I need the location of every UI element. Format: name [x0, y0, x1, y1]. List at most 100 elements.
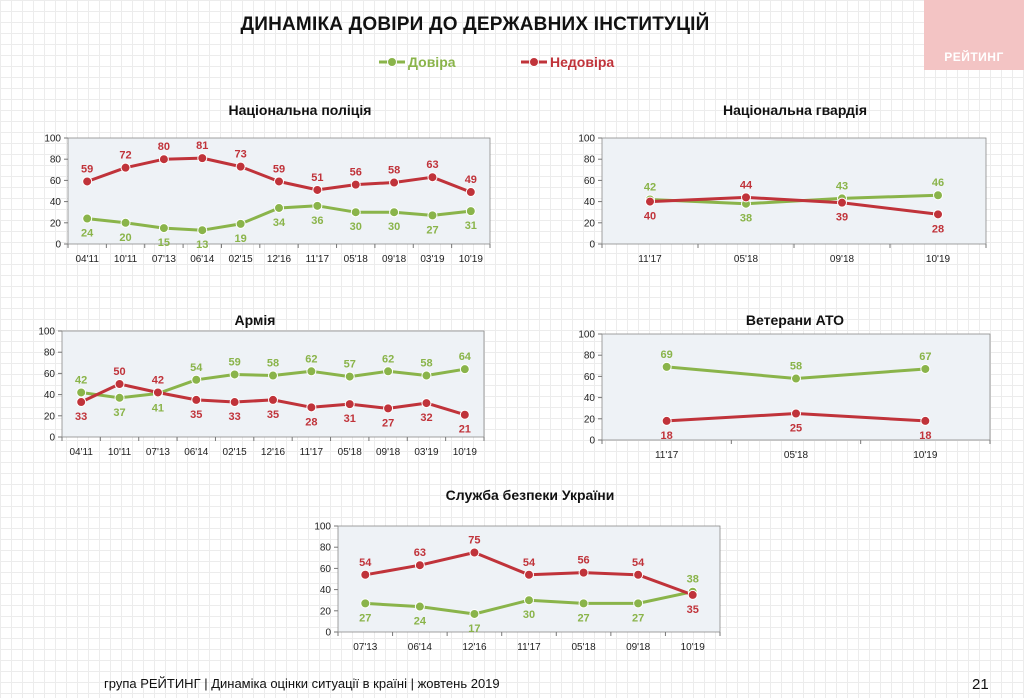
data-point: [268, 394, 278, 405]
data-point: [197, 153, 208, 164]
x-tick-label: 03'19: [414, 447, 439, 458]
y-tick-label: 0: [589, 436, 595, 447]
data-point: [152, 387, 163, 398]
x-tick-label: 11'17: [306, 254, 330, 265]
data-label: 58: [388, 165, 400, 177]
chart-ato-veterans: Ветерани АТО 0 20 40 60 80 100 11'17 05'18 10'19 6…: [578, 312, 991, 461]
data-label: 42: [644, 181, 656, 193]
data-point: [414, 601, 425, 612]
data-point: [524, 569, 534, 580]
x-tick-label: 09'18: [830, 254, 855, 265]
y-tick-label: 100: [44, 134, 61, 145]
data-point: [235, 218, 246, 229]
chart-national-police: Національна поліція 0 20 40 60 80 100 04'11 10'1…: [44, 102, 491, 265]
legend-distrust-marker-icon: [521, 57, 547, 67]
chart-title: Національна поліція: [229, 102, 372, 118]
legend-trust: Довіра: [378, 54, 456, 70]
plot-area: [67, 137, 491, 245]
y-tick-label: 0: [55, 240, 61, 251]
x-tick-label: 05'18: [734, 254, 759, 265]
data-point: [791, 373, 801, 384]
data-label: 35: [190, 409, 202, 421]
x-tick-label: 05'18: [344, 254, 369, 265]
data-label: 15: [158, 237, 170, 249]
data-point: [306, 366, 317, 377]
data-label: 58: [790, 361, 802, 373]
data-point: [312, 200, 323, 211]
brand-logo: РЕЙТИНГ: [924, 0, 1024, 70]
data-label: 21: [459, 424, 471, 436]
data-label: 27: [382, 417, 394, 429]
data-point: [274, 202, 284, 213]
data-point: [469, 547, 480, 558]
data-point: [687, 589, 698, 600]
data-point: [76, 387, 87, 398]
chart-security-service: Служба безпеки України 0 20 40 60 80 100 07'13 0…: [314, 487, 721, 653]
y-tick-label: 20: [44, 411, 56, 422]
data-point: [312, 184, 323, 195]
data-label: 80: [158, 141, 170, 153]
data-point: [469, 608, 480, 619]
y-tick-label: 60: [320, 564, 332, 575]
data-label: 18: [919, 430, 931, 442]
data-point: [235, 161, 246, 172]
series-line-distrust: [649, 195, 939, 216]
data-label: 38: [687, 574, 699, 586]
x-tick-label: 02'15: [229, 254, 254, 265]
y-tick-label: 0: [325, 628, 331, 639]
data-label: 27: [359, 612, 371, 624]
legend-distrust-label: Недовіра: [550, 54, 615, 70]
data-point: [933, 190, 943, 201]
data-point: [274, 176, 284, 187]
data-point: [661, 361, 672, 372]
data-point: [645, 196, 655, 207]
data-label: 51: [311, 172, 323, 184]
x-tick-label: 06'14: [408, 642, 433, 653]
data-label: 56: [350, 167, 362, 179]
x-tick-label: 10'19: [926, 254, 951, 265]
chart-title: Національна гвардія: [723, 102, 867, 118]
data-label: 81: [196, 140, 208, 152]
data-point: [427, 210, 438, 221]
data-point: [158, 223, 169, 234]
x-tick-label: 02'15: [223, 447, 248, 458]
data-label: 17: [468, 623, 480, 635]
data-point: [465, 187, 476, 198]
data-label: 31: [344, 413, 356, 425]
x-tick-label: 04'11: [75, 254, 99, 265]
y-tick-label: 40: [584, 393, 596, 404]
data-label: 25: [790, 423, 802, 435]
y-tick-label: 20: [584, 218, 596, 229]
legend-distrust: Недовіра: [520, 54, 614, 70]
x-tick-label: 05'18: [784, 450, 809, 461]
y-tick-label: 100: [314, 522, 331, 533]
x-tick-label: 10'11: [114, 254, 138, 265]
data-label: 28: [305, 416, 317, 428]
data-label: 63: [426, 159, 438, 171]
y-tick-label: 20: [584, 414, 596, 425]
data-point: [76, 397, 87, 408]
x-tick-label: 10'11: [108, 447, 132, 458]
data-point: [741, 192, 751, 203]
y-tick-label: 40: [50, 197, 62, 208]
data-label: 54: [190, 362, 203, 374]
data-label: 62: [382, 353, 394, 365]
data-label: 75: [468, 535, 480, 547]
data-point: [920, 415, 931, 426]
data-point: [114, 392, 125, 403]
data-point: [197, 225, 208, 236]
data-label: 18: [661, 430, 673, 442]
data-label: 13: [196, 239, 208, 251]
y-tick-label: 40: [584, 197, 596, 208]
data-label: 30: [523, 609, 535, 621]
x-tick-label: 10'19: [459, 254, 484, 265]
y-tick-label: 80: [584, 351, 596, 362]
data-point: [229, 369, 240, 380]
data-point: [82, 176, 93, 187]
x-tick-label: 05'18: [571, 642, 596, 653]
x-tick-label: 09'18: [382, 254, 407, 265]
data-label: 46: [932, 177, 944, 189]
data-point: [306, 402, 317, 413]
data-label: 34: [273, 217, 286, 229]
data-point: [344, 399, 355, 410]
